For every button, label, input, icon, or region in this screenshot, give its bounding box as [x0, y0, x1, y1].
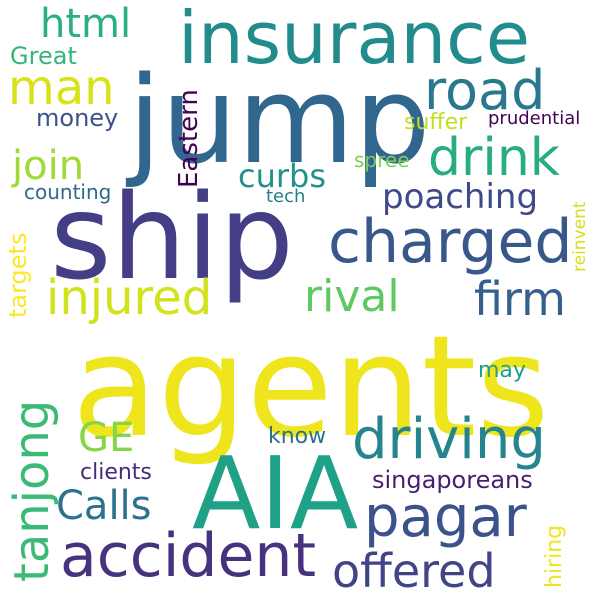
word-clients: clients [80, 460, 152, 485]
word-great: Great [10, 42, 77, 70]
word-poaching: poaching [382, 177, 539, 217]
word-accident: accident [60, 521, 316, 591]
word-money: money [36, 104, 119, 132]
word-insurance: insurance [178, 0, 531, 80]
word-counting: counting [24, 180, 112, 204]
word-join: join [12, 143, 85, 189]
word-injured: injured [46, 270, 213, 326]
word-tanjong: tanjong [4, 399, 60, 582]
word-aia: AIA [192, 435, 359, 552]
word-driving: driving [352, 407, 546, 472]
word-jump: jump [128, 52, 431, 191]
word-offered: offered [332, 544, 496, 598]
word-hiring: hiring [542, 524, 567, 588]
word-targets: targets [4, 232, 32, 318]
word-road: road [424, 59, 546, 122]
word-html: html [40, 1, 132, 47]
word-ship: ship [50, 168, 294, 306]
word-charged: charged [328, 207, 573, 277]
word-tech: tech [266, 186, 306, 207]
word-spree: spree [354, 148, 410, 172]
word-firm: firm [474, 272, 566, 326]
word-pagar: pagar [364, 485, 527, 550]
word-prudential: prudential [488, 108, 581, 129]
word-curbs: curbs [238, 157, 327, 195]
word-know: know [268, 424, 327, 449]
word-ge: GE [78, 415, 135, 461]
word-rival: rival [304, 271, 400, 322]
word-reinvent: reinvent [570, 201, 590, 272]
word-man: man [8, 60, 115, 116]
word-drink: drink [428, 128, 560, 188]
word-may: may [478, 358, 526, 383]
word-singaporeans: singaporeans [372, 466, 533, 494]
word-suffer: suffer [404, 110, 468, 135]
word-eastern: Eastern [174, 89, 204, 188]
word-agents: agents [72, 306, 550, 469]
word-calls: Calls [56, 483, 152, 529]
